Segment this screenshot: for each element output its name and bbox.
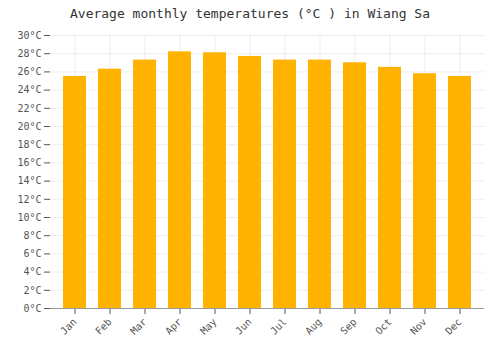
svg-text:0°C: 0°C	[23, 303, 41, 314]
svg-text:6°C: 6°C	[23, 248, 41, 259]
svg-text:20°C: 20°C	[17, 121, 41, 132]
svg-text:24°C: 24°C	[17, 84, 41, 95]
svg-text:Jan: Jan	[58, 316, 79, 337]
svg-text:Dec: Dec	[443, 316, 464, 337]
svg-text:Sep: Sep	[338, 316, 359, 337]
svg-text:2°C: 2°C	[23, 285, 41, 296]
svg-text:14°C: 14°C	[17, 175, 41, 186]
svg-text:8°C: 8°C	[23, 230, 41, 241]
svg-text:Mar: Mar	[128, 316, 149, 337]
svg-text:16°C: 16°C	[17, 157, 41, 168]
svg-text:Apr: Apr	[163, 316, 184, 337]
svg-text:18°C: 18°C	[17, 139, 41, 150]
svg-text:Feb: Feb	[93, 316, 114, 337]
html-text:Average monthly temperatures (: Average monthly temperatures (°C ) in Wi…	[70, 6, 430, 21]
svg-text:4°C: 4°C	[23, 266, 41, 277]
svg-text:Jun: Jun	[233, 316, 254, 337]
svg-text:12°C: 12°C	[17, 194, 41, 205]
svg-text:10°C: 10°C	[17, 212, 41, 223]
svg-text:May: May	[198, 316, 219, 337]
svg-text:Oct: Oct	[373, 316, 394, 337]
svg-text:Aug: Aug	[303, 316, 324, 337]
svg-text:Jul: Jul	[268, 316, 289, 337]
svg-text:28°C: 28°C	[17, 48, 41, 59]
svg-text:Nov: Nov	[408, 316, 429, 337]
svg-text:22°C: 22°C	[17, 103, 41, 114]
svg-text:26°C: 26°C	[17, 66, 41, 77]
svg-text:30°C: 30°C	[17, 30, 41, 41]
